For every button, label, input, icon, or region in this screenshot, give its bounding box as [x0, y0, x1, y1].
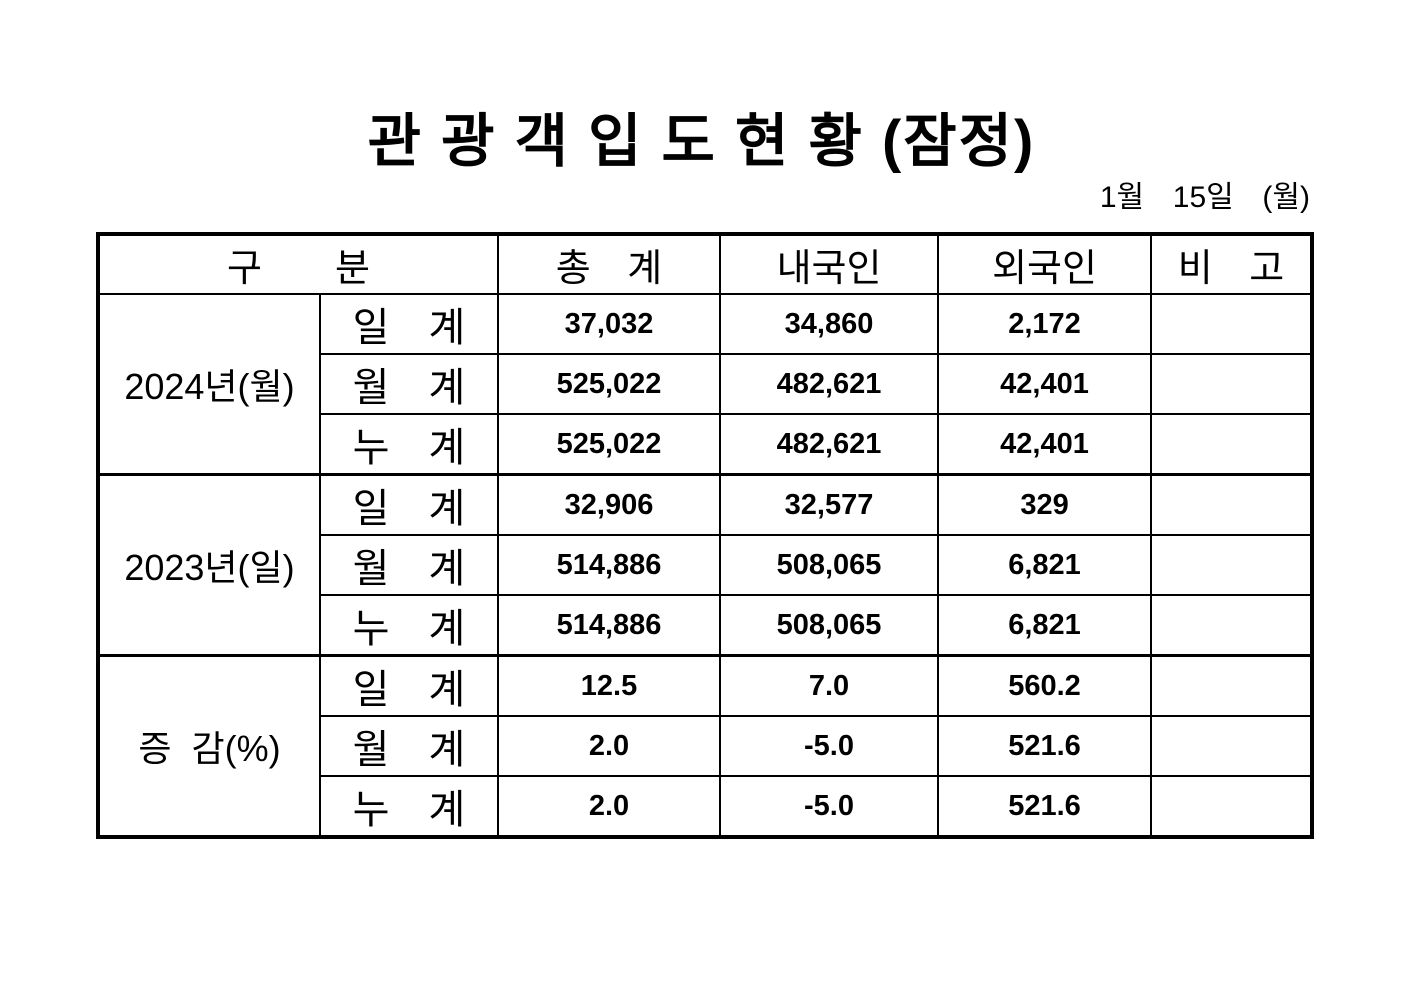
- row-label: 누 계: [318, 594, 500, 657]
- header-total: 총 계: [497, 233, 722, 295]
- total-value: 514,886: [497, 594, 722, 657]
- total-value: 32,906: [497, 473, 722, 536]
- table-row: 누 계 514,886 508,065 6,821: [98, 594, 1314, 657]
- table-row: 누 계 525,022 482,621 42,401: [98, 413, 1314, 476]
- group-label-change: 증 감(%): [97, 654, 321, 838]
- table-row: 월 계 2.0 -5.0 521.6: [98, 715, 1314, 777]
- header-domestic: 내국인: [719, 233, 940, 295]
- table-row: 월 계 525,022 482,621 42,401: [98, 353, 1314, 415]
- group-label-2023: 2023년(일): [97, 473, 321, 657]
- document-title: 관 광 객 입 도 현 황 (잠정): [367, 109, 1036, 174]
- group-label-2024: 2024년(월): [97, 293, 321, 476]
- total-value: 12.5: [497, 654, 722, 717]
- table-header-row: 구 분 총 계 내국인 외국인 비 고: [96, 233, 1314, 295]
- total-value: 2.0: [497, 775, 722, 838]
- report-date: 1월 15일 (월): [1099, 181, 1310, 214]
- header-foreign: 외국인: [937, 233, 1153, 295]
- domestic-value: -5.0: [719, 775, 940, 838]
- note-cell: [1150, 715, 1314, 777]
- foreign-value: 6,821: [937, 594, 1153, 657]
- foreign-value: 521.6: [937, 715, 1153, 777]
- row-label: 월 계: [318, 534, 500, 596]
- row-label: 월 계: [318, 353, 500, 415]
- tourist-arrival-table: 구 분 총 계 내국인 외국인 비 고 2024년(월) 일 계 37,032 …: [96, 232, 1315, 839]
- foreign-value: 521.6: [937, 775, 1153, 838]
- note-cell: [1150, 353, 1314, 415]
- total-value: 525,022: [497, 413, 722, 476]
- domestic-value: 482,621: [719, 413, 940, 476]
- header-note: 비 고: [1150, 233, 1314, 295]
- domestic-value: 482,621: [719, 353, 940, 415]
- domestic-value: 508,065: [719, 594, 940, 657]
- row-label: 일 계: [318, 293, 500, 355]
- table-row: 누 계 2.0 -5.0 521.6: [98, 775, 1314, 838]
- note-cell: [1150, 293, 1314, 355]
- foreign-value: 2,172: [937, 293, 1153, 355]
- row-label: 월 계: [318, 715, 500, 777]
- note-cell: [1150, 775, 1314, 838]
- note-cell: [1150, 594, 1314, 657]
- note-cell: [1150, 654, 1314, 717]
- table-row: 2023년(일) 일 계 32,906 32,577 329: [97, 473, 1314, 657]
- table-row: 2024년(월) 일 계 37,032 34,860 2,172: [97, 293, 1314, 476]
- note-cell: [1150, 473, 1314, 536]
- total-value: 37,032: [497, 293, 722, 355]
- foreign-value: 42,401: [937, 353, 1153, 415]
- domestic-value: 508,065: [719, 534, 940, 596]
- table-row: 증 감(%) 일 계 12.5 7.0 560.2: [97, 654, 1314, 838]
- row-label: 일 계: [318, 654, 500, 717]
- total-value: 2.0: [497, 715, 722, 777]
- total-value: 514,886: [497, 534, 722, 596]
- table-row: 월 계 514,886 508,065 6,821: [98, 534, 1314, 596]
- row-label: 누 계: [318, 413, 500, 476]
- domestic-value: -5.0: [719, 715, 940, 777]
- foreign-value: 6,821: [937, 534, 1153, 596]
- row-label: 누 계: [318, 775, 500, 838]
- domestic-value: 7.0: [719, 654, 940, 717]
- header-category: 구 분: [96, 233, 500, 295]
- total-value: 525,022: [497, 353, 722, 415]
- domestic-value: 32,577: [719, 473, 940, 536]
- foreign-value: 329: [937, 473, 1153, 536]
- foreign-value: 560.2: [937, 654, 1153, 717]
- row-label: 일 계: [318, 473, 500, 536]
- note-cell: [1150, 413, 1314, 476]
- foreign-value: 42,401: [937, 413, 1153, 476]
- note-cell: [1150, 534, 1314, 596]
- domestic-value: 34,860: [719, 293, 940, 355]
